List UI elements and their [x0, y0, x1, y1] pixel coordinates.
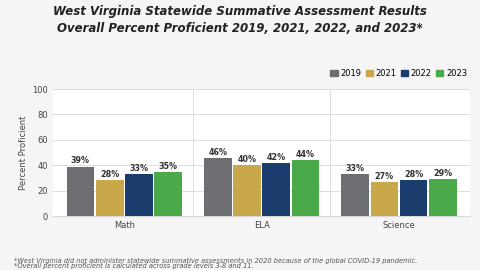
Text: *West Virginia did not administer statewide summative assessments in 2020 becaus: *West Virginia did not administer statew…	[14, 258, 418, 264]
Text: 28%: 28%	[100, 170, 119, 180]
Text: 40%: 40%	[238, 155, 256, 164]
Text: 42%: 42%	[266, 153, 286, 162]
Bar	[125, 174, 153, 216]
Bar	[400, 180, 427, 216]
Text: West Virginia Statewide Summative Assessment Results
Overall Percent Proficient : West Virginia Statewide Summative Assess…	[53, 5, 427, 35]
Text: 29%: 29%	[433, 169, 452, 178]
Text: 44%: 44%	[296, 150, 315, 159]
Bar	[429, 179, 456, 216]
Text: *Overall percent proficient is calculated across grade levels 3-8 and 11.: *Overall percent proficient is calculate…	[14, 263, 254, 269]
Bar	[263, 163, 290, 216]
Bar	[154, 172, 182, 216]
Text: 33%: 33%	[129, 164, 148, 173]
Y-axis label: Percent Proficient: Percent Proficient	[19, 115, 28, 190]
Bar	[204, 158, 232, 216]
Bar	[341, 174, 369, 216]
Bar	[96, 180, 123, 216]
Text: 28%: 28%	[404, 170, 423, 180]
Bar	[371, 182, 398, 216]
Text: 27%: 27%	[375, 172, 394, 181]
Bar	[67, 167, 94, 216]
Bar	[291, 160, 319, 216]
Text: 35%: 35%	[158, 161, 178, 171]
Text: 33%: 33%	[346, 164, 365, 173]
Text: 46%: 46%	[208, 148, 228, 157]
Text: 39%: 39%	[71, 157, 90, 166]
Legend: 2019, 2021, 2022, 2023: 2019, 2021, 2022, 2023	[327, 65, 470, 81]
Bar	[233, 165, 261, 216]
